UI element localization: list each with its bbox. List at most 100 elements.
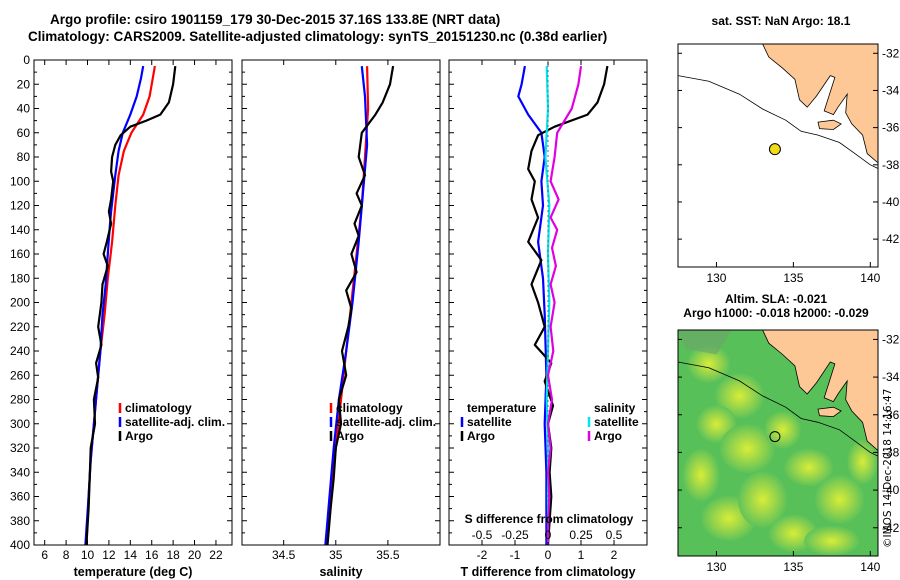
text-layer: 0204060801001201401601802002202402602803…	[10, 14, 900, 579]
depth-tick-label: 280	[10, 393, 30, 407]
temperature-legend-label: Argo	[467, 429, 495, 443]
sla-anomaly-blob	[738, 471, 788, 528]
sla-map-title-line-2: Argo h1000: -0.018 h2000: -0.029	[683, 306, 869, 320]
sla-map-lon-label: 130	[706, 560, 726, 574]
sla-map-kangaroo-island	[817, 406, 842, 418]
sla-anomaly-blob	[714, 373, 765, 419]
difference-xlabel: T difference from climatology	[460, 565, 635, 579]
salinity-legend-title: salinity	[594, 401, 636, 415]
sla-map-lat-label: -32	[882, 332, 900, 346]
temperature-legend-title: temperature	[467, 401, 537, 415]
temperature-legend-label: climatology	[125, 401, 192, 415]
sst-map-lat-label: -32	[882, 46, 900, 60]
sla-map-lon-label: 140	[860, 560, 880, 574]
sla-anomaly-blob	[687, 345, 731, 383]
salinity-frame	[241, 59, 441, 546]
salinity-legend-label: satellite	[594, 415, 639, 429]
temperature-frame	[33, 59, 233, 546]
salinity-xlabel: salinity	[319, 565, 362, 579]
sla-map-lat-label: -36	[882, 408, 900, 422]
sst-map-lat-label: -38	[882, 158, 900, 172]
sst-map-land	[762, 44, 878, 164]
depth-tick-label: 200	[10, 296, 30, 310]
sst-map-argo-marker	[768, 143, 781, 156]
sst-map-lat-label: -36	[882, 121, 900, 135]
temperature-xlabel: temperature (deg C)	[74, 565, 193, 579]
depth-tick-label: 180	[10, 271, 30, 285]
depth-tick-label: 120	[10, 199, 30, 213]
sla-map-lat-label: -40	[882, 483, 900, 497]
salinity-xtick-label: 34.5	[272, 548, 296, 562]
sst-map-isobath	[678, 75, 878, 169]
salinity-series-satellite-adj-clim-	[324, 65, 369, 546]
sla-shelf-shade	[678, 330, 732, 355]
sla-map-title-line-1: Altim. SLA: -0.021	[725, 292, 827, 306]
difference-s-tick-label: -0.5	[472, 528, 493, 542]
depth-tick-label: 360	[10, 490, 30, 504]
depth-tick-label: 320	[10, 441, 30, 455]
temperature-legend-label: Argo	[125, 429, 153, 443]
temperature-xtick-label: 6	[41, 548, 48, 562]
sst-map-lon-label: 135	[783, 271, 803, 285]
sla-anomaly-blob	[719, 424, 775, 474]
sla-anomaly-blob	[847, 439, 878, 485]
difference-series-t-satellite	[517, 65, 548, 545]
temperature-xtick-label: 12	[102, 548, 116, 562]
sla-map-isobath	[678, 361, 878, 457]
difference-xtick-label: -1	[510, 548, 521, 562]
temperature-xtick-label: 8	[63, 548, 70, 562]
sla-map-lat-label: -34	[882, 370, 900, 384]
depth-tick-label: 400	[10, 538, 30, 552]
sst-map-lon-label: 130	[706, 271, 726, 285]
sla-map-argo-marker	[769, 431, 781, 443]
sst-map-kangaroo-island	[817, 119, 842, 130]
sla-anomaly-blob	[784, 448, 834, 487]
temperature-legend-label: satellite-adj. clim.	[125, 415, 225, 429]
marks-layer	[118, 44, 878, 556]
difference-series-s-argo	[546, 65, 583, 545]
depth-tick-label: 300	[10, 417, 30, 431]
temperature-xtick-label: 10	[81, 548, 95, 562]
depth-tick-label: 0	[23, 53, 30, 67]
temperature-xtick-label: 16	[145, 548, 159, 562]
sst-map-title: sat. SST: NaN Argo: 18.1	[712, 14, 851, 28]
sla-anomaly-blob	[814, 475, 865, 524]
depth-tick-label: 80	[17, 150, 31, 164]
lines-layer	[84, 65, 609, 546]
sla-anomaly-blob	[682, 448, 720, 502]
difference-top-axis-label: S difference from climatology	[465, 512, 634, 526]
salinity-legend-label: climatology	[336, 401, 403, 415]
salinity-xtick-label: 35.5	[376, 548, 400, 562]
difference-xtick-label: 2	[611, 548, 618, 562]
sst-map-lat-label: -34	[882, 83, 900, 97]
salinity-legend-label: Argo	[594, 429, 622, 443]
difference-s-tick-label: 0.5	[606, 528, 623, 542]
temperature-series-satellite-adj-clim-	[84, 65, 145, 546]
salinity-xtick-label: 35	[329, 548, 343, 562]
depth-tick-label: 140	[10, 223, 30, 237]
depth-tick-label: 260	[10, 368, 30, 382]
difference-s-tick-label: 0.25	[569, 528, 593, 542]
sla-map-lat-label: -42	[882, 521, 900, 535]
sla-map-plot-area	[678, 330, 878, 556]
depth-tick-label: 20	[17, 77, 31, 91]
temperature-xtick-label: 20	[188, 548, 202, 562]
sla-map-land	[762, 330, 878, 452]
salinity-series-argo	[326, 65, 395, 546]
depth-tick-label: 220	[10, 320, 30, 334]
temperature-xtick-label: 22	[209, 548, 223, 562]
depth-tick-label: 240	[10, 344, 30, 358]
depth-tick-label: 100	[10, 174, 30, 188]
sla-anomaly-blob	[804, 525, 860, 556]
difference-series-t-argo	[527, 65, 609, 546]
temperature-series-argo	[85, 65, 177, 546]
temperature-xtick-label: 18	[166, 548, 180, 562]
difference-s-tick-label: -0.25	[501, 528, 529, 542]
salinity-legend-label: Argo	[336, 429, 364, 443]
depth-tick-label: 60	[17, 126, 31, 140]
sla-anomaly-blob	[764, 410, 802, 449]
sst-map-lat-label: -42	[882, 232, 900, 246]
salinity-legend-label: satellite-adj. clim.	[336, 415, 436, 429]
